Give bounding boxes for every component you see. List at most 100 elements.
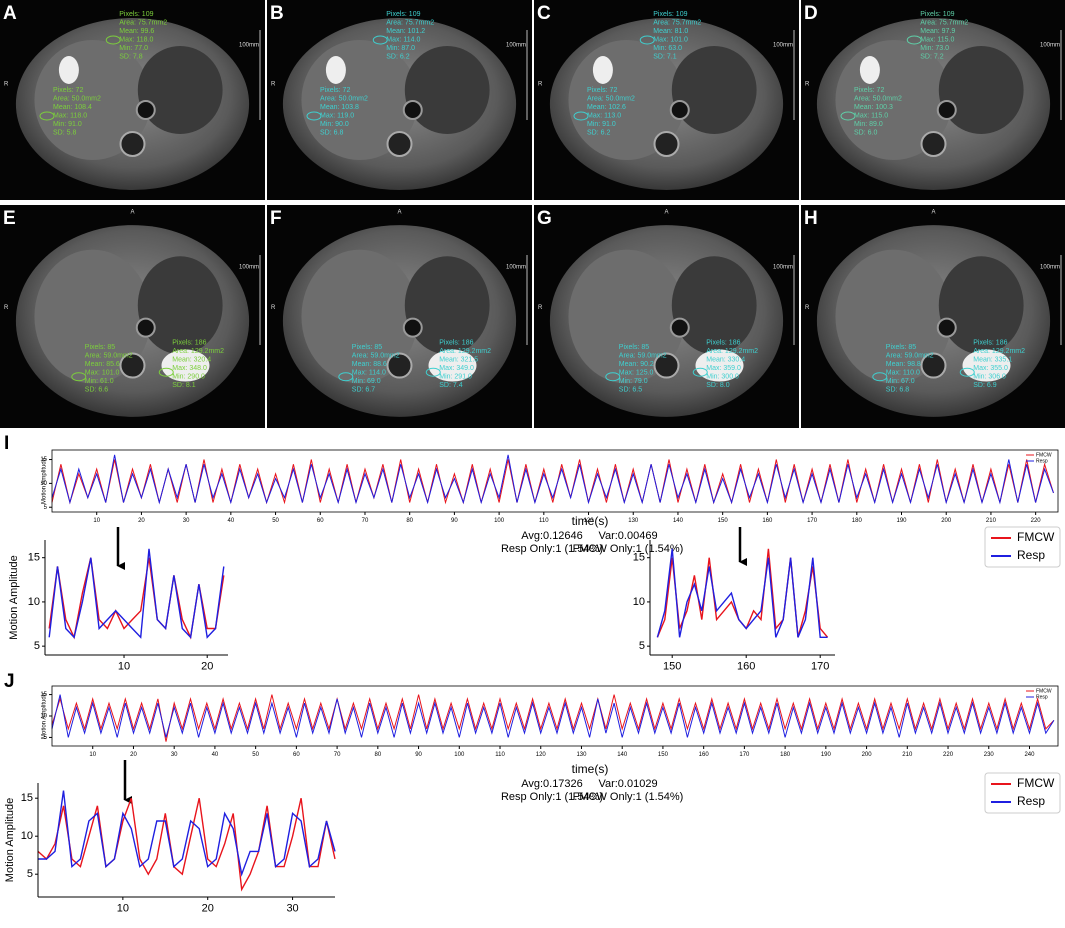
y-axis-label: Motion Amplitude <box>4 798 16 882</box>
roi-measure: Area: 50.0mm2 <box>854 95 902 102</box>
roi-measure: Max: 113.0 <box>587 112 621 119</box>
roi-measure: SD: 6.8 <box>886 387 909 394</box>
roi-measure: Area: 129.2mm2 <box>172 348 224 355</box>
x-tick-label: 60 <box>293 752 300 758</box>
orientation-label: A <box>931 210 935 216</box>
roi-measure: Min: 87.0 <box>386 45 415 52</box>
organ <box>404 46 490 134</box>
organ <box>34 249 152 384</box>
roi-measure: Min: 290.0 <box>172 374 205 381</box>
orientation-label: R <box>271 305 276 311</box>
y-tick-label: 5 <box>44 505 48 511</box>
x-tick-label: 120 <box>584 518 595 524</box>
x-tick-label: 10 <box>93 518 100 524</box>
legend-label: Resp <box>1036 458 1048 464</box>
vertebra <box>386 352 413 379</box>
panel-letter: H <box>804 208 818 229</box>
roi-measure: Max: 359.0 <box>706 365 741 372</box>
bright-spot <box>859 56 880 84</box>
bright-spot <box>58 56 79 84</box>
roi-measure: SD: 5.8 <box>53 129 76 136</box>
roi-measure: Min: 73.0 <box>920 45 949 52</box>
y-tick-label: 10 <box>28 596 40 608</box>
roi-measure: Mean: 85.6 <box>85 361 120 368</box>
orientation-label: R <box>805 82 810 88</box>
roi-measure: Mean: 335.1 <box>973 357 1012 364</box>
aorta <box>669 100 690 120</box>
roi-measure: Area: 75.7mm2 <box>386 19 434 26</box>
roi-outline <box>840 111 856 121</box>
roi-measure: Max: 115.0 <box>854 112 888 119</box>
roi-measure: SD: 6.2 <box>386 53 409 60</box>
roi-measure: Pixels: 186 <box>973 340 1007 347</box>
y-tick-label: 10 <box>21 830 33 842</box>
roi-measure: Pixels: 109 <box>920 11 954 18</box>
roi-measure: Area: 75.7mm2 <box>653 19 701 26</box>
roi-measure: Area: 50.0mm2 <box>587 95 635 102</box>
x-tick-label: 10 <box>89 752 96 758</box>
data-line <box>51 459 1054 505</box>
roi-outline <box>639 35 655 45</box>
stat-annotation: Var:0.00469 <box>598 530 657 542</box>
roi-outline <box>105 35 121 45</box>
x-tick-label: 240 <box>1024 752 1035 758</box>
roi-measure: Pixels: 186 <box>172 340 206 347</box>
roi-measure: Area: 50.0mm2 <box>320 95 368 102</box>
stat-annotation: Resp Only:1 (1.54%) <box>501 791 603 803</box>
roi-measure: SD: 6.7 <box>352 387 375 394</box>
legend-label: FMCW <box>1036 688 1052 694</box>
roi-measure: Max: 119.0 <box>320 112 354 119</box>
stat-annotation: Var:0.01029 <box>598 778 657 790</box>
vertebra <box>920 352 947 379</box>
roi-measure: Min: 67.0 <box>886 378 915 385</box>
x-tick-label: 50 <box>252 752 259 758</box>
orientation-label: A <box>664 210 668 216</box>
x-tick-label: 20 <box>202 903 214 915</box>
roi-measure: Max: 125.0 <box>619 370 654 377</box>
roi-outline <box>906 35 922 45</box>
roi-measure: SD: 6.0 <box>854 129 877 136</box>
roi-measure: Min: 300.0 <box>706 374 739 381</box>
roi-measure: Min: 79.0 <box>619 378 648 385</box>
x-tick-label: 180 <box>852 518 863 524</box>
roi-measure: Max: 110.0 <box>886 370 920 377</box>
x-tick-label: 90 <box>451 518 458 524</box>
roi-measure: Min: 89.0 <box>854 121 883 128</box>
x-tick-label: 220 <box>1031 518 1042 524</box>
x-tick-label: 80 <box>374 752 381 758</box>
scale-label: 100mm <box>506 265 526 271</box>
x-tick-label: 200 <box>862 752 873 758</box>
roi-measure: Pixels: 72 <box>854 87 884 94</box>
roi-measure: Pixels: 186 <box>706 340 740 347</box>
roi-measure: Mean: 320.4 <box>172 357 211 364</box>
roi-outline <box>692 367 708 377</box>
bright-spot <box>592 56 613 84</box>
roi-measure: Min: 77.0 <box>119 45 148 52</box>
x-tick-label: 150 <box>658 752 669 758</box>
roi-measure: Area: 75.7mm2 <box>920 19 968 26</box>
organ <box>938 256 1024 355</box>
vertebra <box>653 352 680 379</box>
x-tick-label: 20 <box>138 518 145 524</box>
y-tick-label: 5 <box>34 640 40 652</box>
data-line <box>656 548 828 638</box>
x-tick-label: 190 <box>821 752 832 758</box>
data-line <box>48 548 225 639</box>
roi-measure: Pixels: 85 <box>619 344 649 351</box>
organ <box>137 256 223 355</box>
roi-measure: Pixels: 85 <box>886 344 916 351</box>
roi-measure: Pixels: 109 <box>119 11 153 18</box>
legend-label: FMCW <box>1017 776 1055 790</box>
stat-annotation: Avg:0.12646 <box>521 530 583 542</box>
x-tick-label: 170 <box>739 752 750 758</box>
organ <box>137 46 223 134</box>
scale-label: 100mm <box>1040 265 1060 271</box>
y-axis-label: Motion Amplitude <box>8 555 20 639</box>
roi-measure: SD: 8.1 <box>172 382 195 389</box>
orientation-label: R <box>538 305 543 311</box>
roi-measure: Min: 91.0 <box>53 121 82 128</box>
data-line <box>51 694 1055 738</box>
data-line <box>51 454 1054 505</box>
